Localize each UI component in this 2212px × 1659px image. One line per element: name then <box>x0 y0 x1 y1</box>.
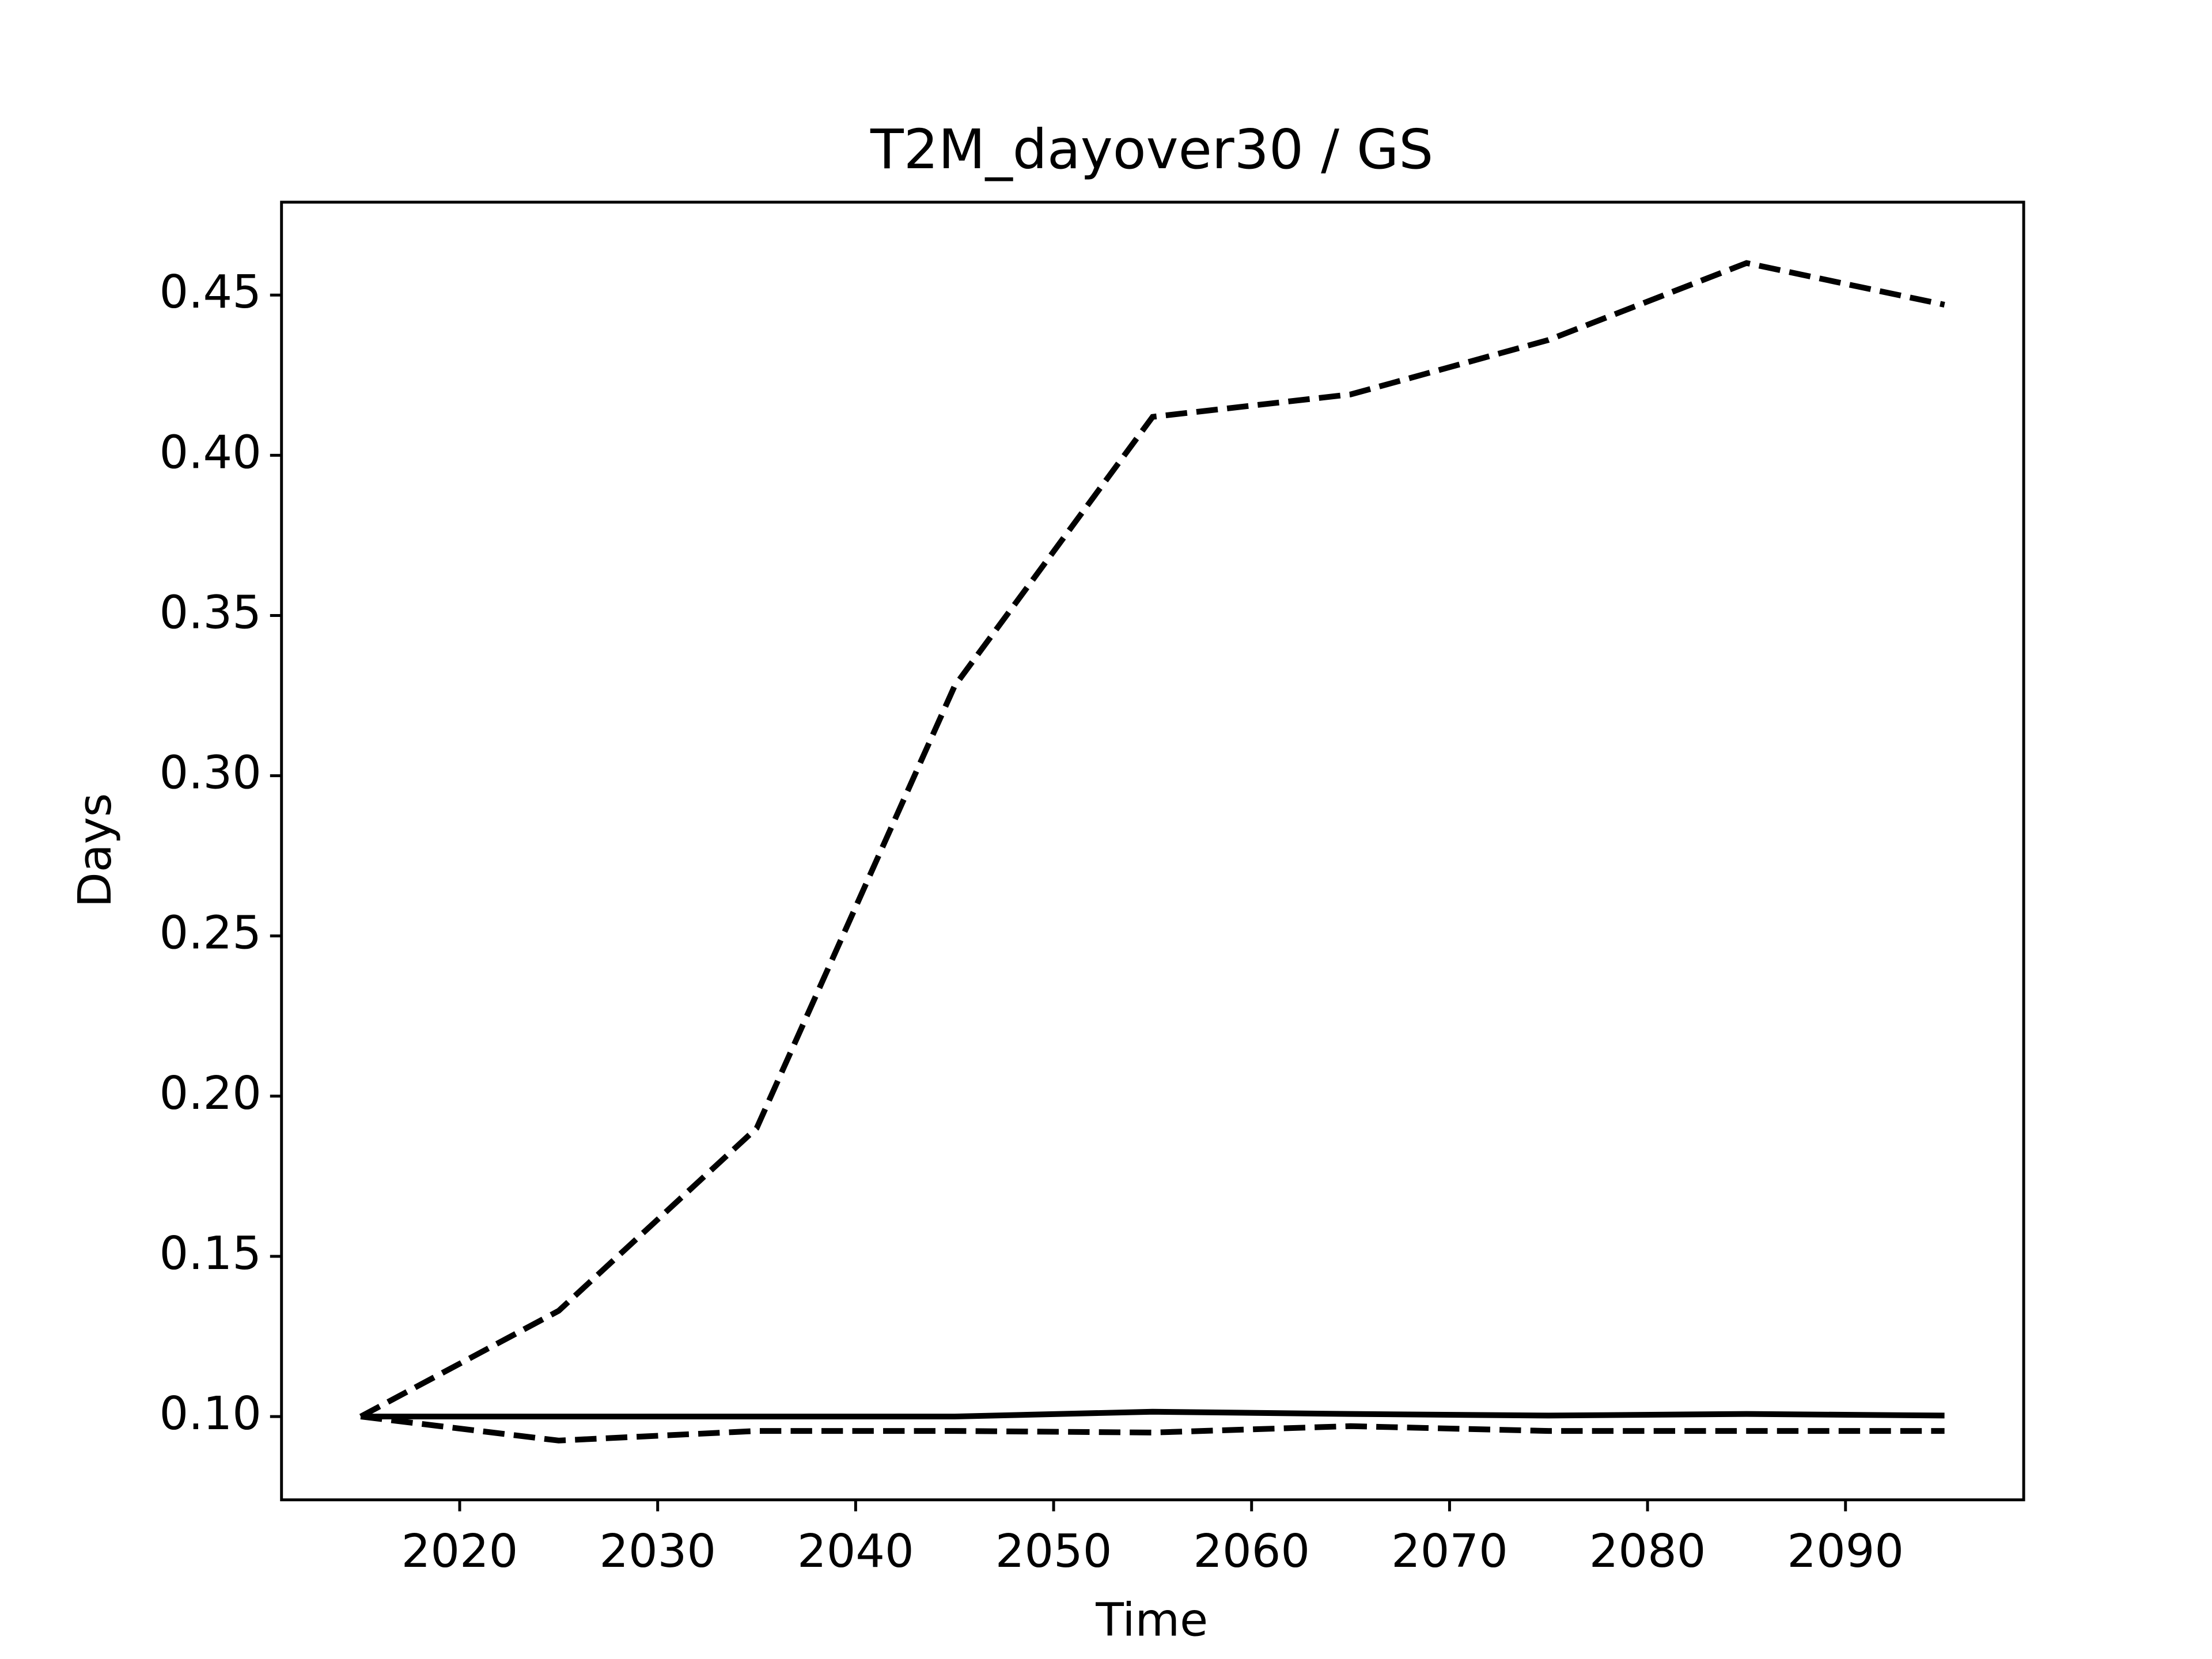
plot-frame <box>280 200 2025 1502</box>
x-tick-label: 2060 <box>1193 1524 1310 1578</box>
y-tick-label: 0.45 <box>160 265 262 319</box>
y-tick-label: 0.25 <box>160 906 262 960</box>
x-tick-label: 2050 <box>995 1524 1112 1578</box>
x-axis-label: Time <box>1095 1593 1208 1647</box>
data-line <box>361 1408 1945 1420</box>
x-tick-label: 2040 <box>797 1524 914 1578</box>
y-tick-label: 0.10 <box>160 1387 262 1440</box>
data-line <box>359 260 1945 1419</box>
y-tick-label: 0.35 <box>160 585 262 639</box>
chart-title: T2M_dayover30 / GS <box>870 118 1433 181</box>
x-tick-label: 2020 <box>402 1524 518 1578</box>
x-tick-label: 2070 <box>1391 1524 1508 1578</box>
x-tick-label: 2080 <box>1589 1524 1706 1578</box>
x-tick-label: 2090 <box>1787 1524 1904 1578</box>
y-axis-label: Days <box>68 793 122 908</box>
y-tick-label: 0.15 <box>160 1226 262 1280</box>
y-tick-label: 0.30 <box>160 746 262 800</box>
y-tick-label: 0.20 <box>160 1066 262 1120</box>
data-line <box>360 1414 1945 1444</box>
y-tick-label: 0.40 <box>160 425 262 479</box>
x-tick-label: 2030 <box>599 1524 716 1578</box>
